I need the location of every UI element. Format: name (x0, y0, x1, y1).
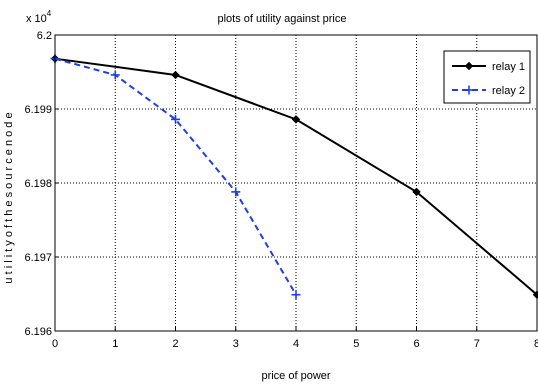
x-tick-label: 3 (233, 338, 239, 350)
x-tick-label: 6 (413, 338, 419, 350)
tick-labels: 0 1 2 3 4 5 6 7 8 6.196 6.197 6.198 6.199 6.2 (24, 30, 538, 350)
y-tick-label: 6.2 (37, 30, 52, 42)
data-point-marker (171, 114, 180, 124)
x-tick-label: 8 (534, 338, 538, 350)
data-point-marker (171, 70, 180, 80)
grid-lines (55, 35, 537, 331)
x-axis-label: price of power (261, 370, 330, 382)
legend-item: relay 1 (452, 61, 525, 73)
data-point-marker (464, 61, 474, 71)
legend-box (443, 50, 531, 104)
data-point-marker (291, 115, 301, 124)
x-tick-label: 5 (353, 338, 359, 350)
legend-item: relay 2 (452, 85, 525, 97)
x-tick-label: 1 (112, 338, 118, 350)
y-axis-label: u t i l i t y o f t h e s o u r c e n o … (3, 112, 15, 283)
x-tick-label: 0 (52, 338, 58, 350)
y-multiplier: x 104 (26, 9, 52, 25)
y-multiplier-exponent: 4 (47, 9, 52, 18)
legend-label: relay 1 (492, 61, 525, 73)
data-point-marker (110, 70, 120, 80)
x-tick-label: 4 (293, 338, 299, 350)
data-point-marker (291, 290, 301, 300)
data-point-marker (464, 85, 474, 95)
x-tick-label: 7 (474, 338, 480, 350)
y-tick-label: 6.197 (24, 252, 52, 264)
y-tick-label: 6.198 (24, 178, 52, 190)
legend: relay 1 relay 2 (443, 50, 531, 104)
y-multiplier-base: x 10 (26, 13, 47, 25)
y-tick-label: 6.199 (24, 104, 52, 116)
y-tick-label: 6.196 (24, 326, 52, 338)
data-point-marker (231, 187, 241, 197)
x-tick-label: 2 (172, 338, 178, 350)
legend-label: relay 2 (492, 85, 525, 97)
data-point-marker (412, 187, 421, 197)
series-line (54, 57, 297, 296)
chart-title: plots of utility against price (217, 13, 346, 25)
